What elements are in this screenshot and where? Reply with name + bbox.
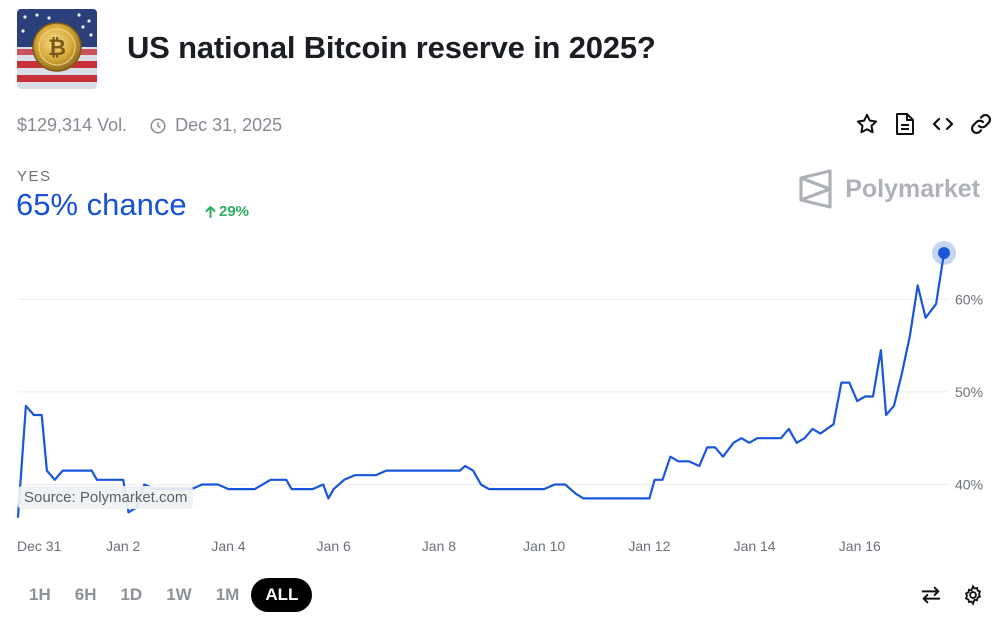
code-icon[interactable] <box>931 112 955 136</box>
brand-watermark: Polymarket <box>799 169 980 209</box>
x-tick-label: Jan 16 <box>839 538 881 554</box>
market-meta: $129,314 Vol. Dec 31, 2025 <box>17 115 282 136</box>
arrow-up-icon <box>205 206 216 218</box>
change-value: 29% <box>219 203 250 220</box>
volume-text: $129,314 Vol. <box>17 115 128 135</box>
range-button-1w[interactable]: 1W <box>166 585 192 604</box>
link-icon[interactable] <box>969 112 993 136</box>
range-button-1h[interactable]: 1H <box>29 585 51 604</box>
x-tick-label: Jan 4 <box>211 538 245 554</box>
y-tick-label: 40% <box>955 476 983 492</box>
chart-tools <box>919 583 985 607</box>
range-button-1m[interactable]: 1M <box>215 585 240 604</box>
series-line-yes <box>16 251 946 518</box>
market-thumbnail: ₿ <box>17 9 97 89</box>
time-range-selector: 1H 6H 1D 1W 1M ALL <box>21 578 313 612</box>
chance-value: 65% chance <box>16 187 187 222</box>
x-tick-label: Jan 6 <box>317 538 351 554</box>
current-point-marker <box>938 246 950 259</box>
document-icon[interactable] <box>893 112 917 136</box>
gear-icon[interactable] <box>961 583 985 607</box>
x-tick-label: Jan 8 <box>422 538 456 554</box>
brand-name: Polymarket <box>845 174 980 203</box>
x-tick-label: Dec 31 <box>17 538 62 554</box>
market-title: US national Bitcoin reserve in 2025? <box>127 30 656 65</box>
clock-icon <box>149 117 167 135</box>
bitcoin-flag-image: ₿ <box>17 9 97 89</box>
x-tick-label: Jan 2 <box>106 538 140 554</box>
x-tick-label: Jan 14 <box>734 538 776 554</box>
end-date-text: Dec 31, 2025 <box>175 115 283 135</box>
polymarket-logo-icon <box>799 169 832 209</box>
y-tick-label: 60% <box>955 291 983 307</box>
svg-text:₿: ₿ <box>48 36 66 61</box>
market-actions <box>855 112 993 136</box>
star-icon[interactable] <box>855 112 879 136</box>
range-button-6h[interactable]: 6H <box>74 585 97 604</box>
y-tick-label: 50% <box>955 384 983 400</box>
outcome-label: YES <box>17 168 52 185</box>
change-badge: 29% <box>205 203 249 220</box>
x-tick-label: Jan 12 <box>628 538 670 554</box>
x-tick-label: Jan 10 <box>523 538 565 554</box>
range-button-1d[interactable]: 1D <box>120 585 143 604</box>
price-chart[interactable]: 40% 50% 60% Dec 31 Jan 2 Jan 4 Jan 6 Jan 8 Jan 1… <box>0 240 1007 570</box>
market-header: ₿ <box>17 9 97 89</box>
swap-icon[interactable] <box>919 583 943 607</box>
range-button-all[interactable]: ALL <box>251 578 313 612</box>
source-label: Source: Polymarket.com <box>18 486 194 509</box>
